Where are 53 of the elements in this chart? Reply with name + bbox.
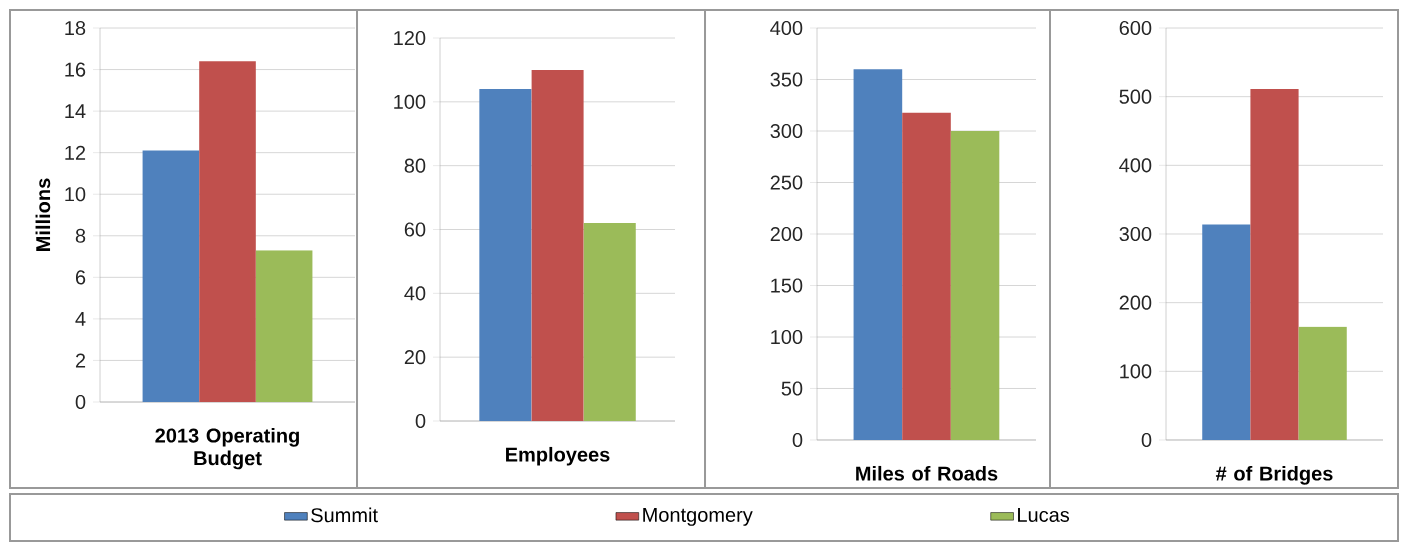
y-tick-label: 80 bbox=[404, 158, 426, 173]
y-tick-label: 120 bbox=[394, 30, 426, 46]
bar bbox=[199, 61, 256, 402]
bar bbox=[531, 69, 584, 421]
y-tick-label: 600 bbox=[1119, 20, 1152, 36]
y-tick-label: 150 bbox=[771, 278, 803, 293]
y-tick-label: 300 bbox=[1119, 226, 1152, 242]
y-tick-label: 100 bbox=[394, 94, 426, 109]
y-tick-label: 16 bbox=[65, 62, 86, 77]
bar bbox=[583, 223, 636, 421]
y-tick-label: 0 bbox=[75, 394, 86, 410]
y-tick-label: 18 bbox=[65, 20, 86, 36]
y-tick-label: 350 bbox=[770, 72, 803, 87]
y-tick-label: 60 bbox=[404, 222, 426, 237]
y-tick-label: 0 bbox=[415, 413, 426, 429]
bar bbox=[479, 89, 532, 421]
y-tick-label: 200 bbox=[1119, 295, 1152, 310]
y-tick-label: 50 bbox=[781, 381, 803, 396]
y-tick-label: 0 bbox=[792, 432, 803, 448]
x-tick-label: 2013 Operating Budget bbox=[155, 427, 299, 470]
bar bbox=[1202, 224, 1251, 440]
y-tick-label: 0 bbox=[1141, 432, 1152, 448]
bar bbox=[853, 69, 903, 440]
bar bbox=[1250, 89, 1299, 440]
x-tick-label: Employees bbox=[506, 446, 610, 466]
y-tick-label: 10 bbox=[65, 187, 86, 202]
y-tick-label: 14 bbox=[65, 104, 86, 118]
bar bbox=[255, 250, 313, 402]
y-tick-label: 100 bbox=[771, 329, 803, 345]
y-tick-label: 8 bbox=[75, 228, 86, 243]
bar bbox=[950, 131, 1000, 440]
legend-label: Summit bbox=[311, 507, 378, 523]
x-tick-label: Miles of Roads bbox=[856, 465, 998, 481]
y-tick-label: 100 bbox=[1120, 364, 1152, 379]
y-tick-label: 2 bbox=[75, 353, 86, 368]
y-tick-label: 6 bbox=[75, 270, 86, 285]
y-tick-label: 40 bbox=[404, 286, 426, 301]
bar bbox=[142, 150, 200, 402]
y-tick-label: 400 bbox=[770, 20, 803, 36]
bar bbox=[902, 112, 951, 440]
y-tick-label: 20 bbox=[404, 350, 426, 365]
y-axis-title: Millions bbox=[35, 178, 51, 251]
y-tick-label: 12 bbox=[65, 145, 86, 160]
legend-label: Montgomery bbox=[643, 507, 753, 526]
y-tick-label: 200 bbox=[770, 226, 803, 242]
legend-label: Lucas bbox=[1018, 507, 1070, 522]
x-tick-label: # of Bridges bbox=[1215, 465, 1333, 485]
y-tick-label: 4 bbox=[75, 312, 86, 326]
y-tick-label: 300 bbox=[770, 123, 803, 139]
y-tick-label: 250 bbox=[770, 175, 803, 190]
y-tick-label: 400 bbox=[1119, 158, 1152, 173]
y-tick-label: 500 bbox=[1119, 89, 1152, 104]
bar bbox=[1298, 326, 1347, 440]
